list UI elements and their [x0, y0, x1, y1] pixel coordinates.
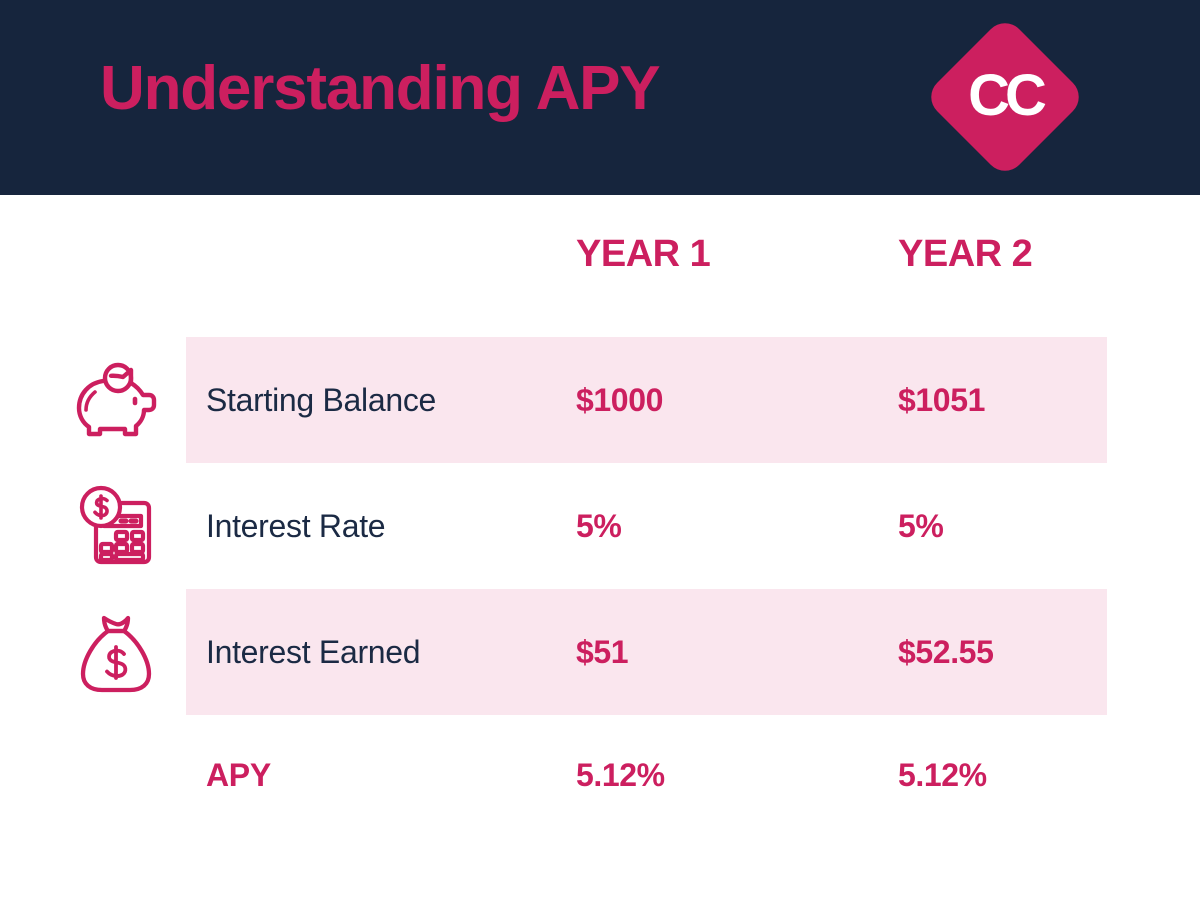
row-value-year2: $52.55 [898, 633, 994, 670]
table-row-summary: APY 5.12% 5.12% [0, 715, 1200, 835]
table-row: Interest Earned $51 $52.55 [0, 589, 1200, 715]
calculator-icon [62, 463, 170, 589]
row-value-year2: 5.12% [898, 756, 987, 793]
row-label: Interest Rate [206, 507, 386, 544]
row-value-year1: $1000 [576, 381, 663, 418]
row-value-year1: $51 [576, 633, 629, 670]
row-value-year1: 5% [576, 507, 622, 544]
header-bar: Understanding APY CC [0, 0, 1200, 195]
brand-logo: CC [920, 12, 1090, 182]
table-row: Starting Balance $1000 $1051 [0, 337, 1200, 463]
table-column-headers: YEAR 1 YEAR 2 [0, 195, 1200, 337]
money-bag-icon [62, 589, 170, 715]
row-label: Starting Balance [206, 381, 437, 418]
row-value-year2: $1051 [898, 381, 985, 418]
row-value-year1: 5.12% [576, 756, 665, 793]
apy-table: YEAR 1 YEAR 2 Starting Balance $1000 $10… [0, 195, 1200, 835]
column-header-year2: YEAR 2 [898, 233, 1033, 275]
row-background [186, 589, 1107, 715]
row-label: Interest Earned [206, 633, 421, 670]
row-value-year2: 5% [898, 507, 944, 544]
piggy-bank-icon [62, 337, 170, 463]
table-row: Interest Rate 5% 5% [0, 463, 1200, 589]
page-title: Understanding APY [100, 54, 661, 123]
column-header-year1: YEAR 1 [576, 233, 711, 275]
logo-text: CC [968, 62, 1047, 128]
row-label: APY [206, 756, 271, 793]
row-background [186, 337, 1107, 463]
